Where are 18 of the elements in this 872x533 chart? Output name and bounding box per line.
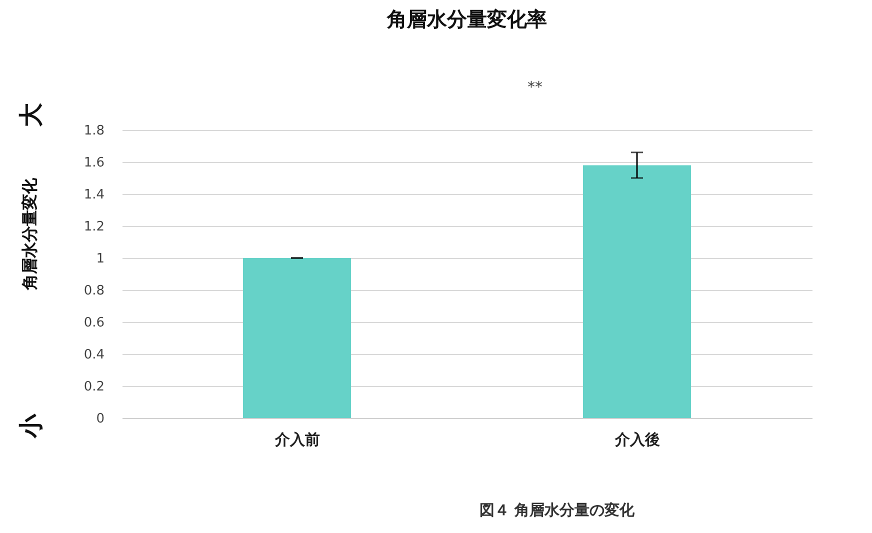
y-tick-label: 0.6 bbox=[84, 316, 104, 330]
y-tick-label: 1 bbox=[96, 252, 104, 266]
y-axis-title: 角層水分量変化 bbox=[20, 177, 39, 291]
y-tick-label: 0.2 bbox=[84, 380, 104, 394]
text: 大 bbox=[17, 102, 45, 127]
y-tick-label: 1.6 bbox=[84, 156, 104, 170]
y-tick-label: 0 bbox=[96, 412, 104, 426]
text: 小 bbox=[17, 413, 45, 439]
y-tick-label: 0.4 bbox=[84, 348, 104, 362]
y-tick-label: 1.2 bbox=[84, 220, 104, 234]
chart-title: 角層水分量変化率 bbox=[386, 7, 547, 31]
caption: 図４ 角層水分量の変化 bbox=[479, 501, 636, 519]
y-tick-label: 1.8 bbox=[84, 124, 104, 138]
x-tick-label: 介入前 bbox=[274, 430, 320, 448]
y-tick-label: 0.8 bbox=[84, 284, 104, 298]
y-tick-label: 1.4 bbox=[84, 188, 104, 202]
text: ** bbox=[528, 78, 543, 96]
x-tick-label: 介入後 bbox=[614, 430, 660, 448]
